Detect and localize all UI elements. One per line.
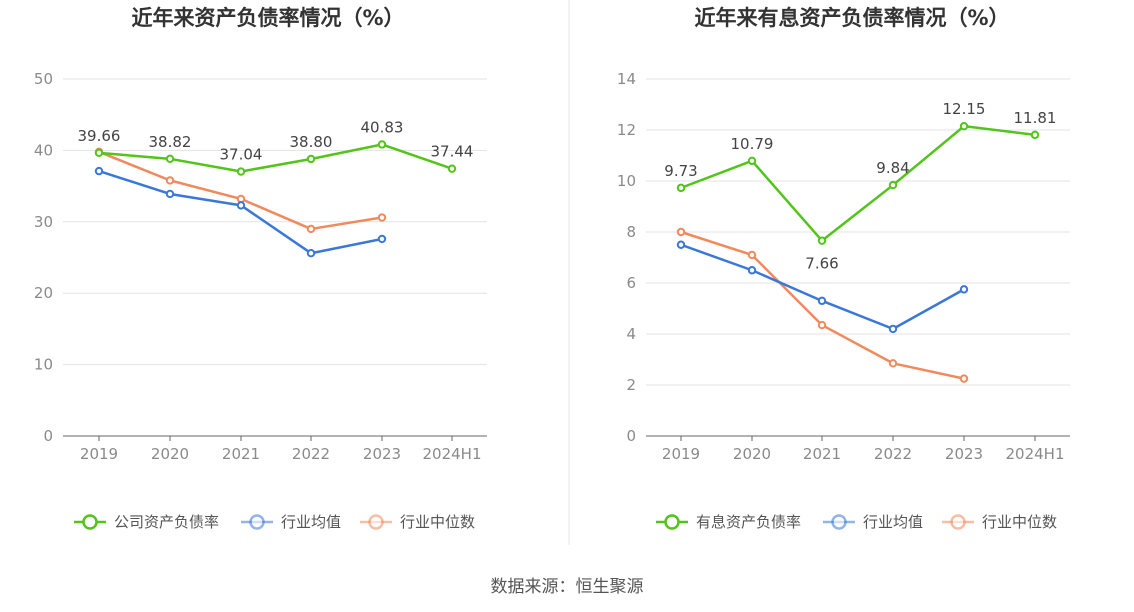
series-line-0 bbox=[680, 124, 1036, 242]
y-tick-label: 14 bbox=[617, 70, 636, 88]
data-point bbox=[236, 201, 246, 210]
x-tick-label: 2021 bbox=[222, 445, 260, 463]
x-tick-label: 2022 bbox=[874, 445, 912, 463]
data-point bbox=[676, 227, 686, 237]
y-tick-label: 50 bbox=[34, 70, 53, 88]
data-label: 12.15 bbox=[943, 100, 986, 118]
x-tick-label: 2021 bbox=[803, 445, 841, 463]
data-point bbox=[447, 164, 457, 173]
legend-label: 行业中位数 bbox=[982, 513, 1057, 531]
data-label: 39.66 bbox=[78, 127, 121, 145]
data-point bbox=[165, 189, 175, 199]
legend-item[interactable]: 行业中位数 bbox=[360, 513, 475, 531]
chart-title: 近年来资产负债率情况（%） bbox=[131, 6, 404, 30]
data-point bbox=[817, 320, 827, 330]
legend-item[interactable]: 公司资产负债率 bbox=[74, 513, 219, 531]
source-label: 数据来源：恒生聚源 bbox=[491, 577, 644, 597]
data-point bbox=[676, 240, 686, 249]
y-tick-label: 20 bbox=[34, 284, 53, 302]
y-tick-label: 8 bbox=[626, 223, 636, 241]
y-tick-label: 4 bbox=[626, 325, 636, 343]
data-point bbox=[817, 236, 827, 245]
data-point bbox=[377, 213, 387, 222]
data-label: 40.83 bbox=[361, 118, 404, 136]
data-point bbox=[377, 140, 387, 149]
y-tick-label: 30 bbox=[34, 213, 53, 231]
legend-marker bbox=[831, 514, 847, 530]
data-label: 9.84 bbox=[876, 159, 909, 177]
data-label: 37.04 bbox=[220, 146, 263, 164]
data-point bbox=[236, 167, 246, 176]
data-point bbox=[377, 234, 387, 244]
y-tick-label: 10 bbox=[617, 172, 636, 190]
data-point bbox=[165, 154, 175, 164]
legend-item[interactable]: 行业均值 bbox=[241, 513, 341, 531]
legend-item[interactable]: 行业均值 bbox=[823, 513, 923, 531]
legend-marker bbox=[249, 514, 265, 530]
data-point bbox=[888, 180, 898, 190]
legend-label: 行业均值 bbox=[863, 513, 923, 531]
chart-left: 近年来资产负债率情况（%） 0 10 20 30 40 50 2019 2020 2021 2022… bbox=[34, 6, 487, 531]
data-point bbox=[306, 224, 316, 234]
data-point bbox=[306, 154, 316, 164]
data-label: 7.66 bbox=[805, 255, 838, 273]
chart-right: 近年来有息资产负债率情况（%） 0 2 4 6 8 10 12 14 2019 2020 2021 20… bbox=[617, 6, 1070, 531]
legend-item[interactable]: 行业中位数 bbox=[942, 513, 1057, 531]
legend-label: 公司资产负债率 bbox=[114, 513, 219, 531]
data-point bbox=[676, 183, 686, 193]
x-tick-label: 2024H1 bbox=[1006, 445, 1065, 463]
legend-label: 行业均值 bbox=[281, 513, 341, 531]
legend-marker bbox=[368, 514, 384, 530]
data-label: 38.80 bbox=[290, 133, 333, 151]
y-tick-label: 12 bbox=[617, 121, 636, 139]
legend-marker bbox=[950, 514, 966, 530]
series-line-0 bbox=[98, 143, 453, 173]
y-tick-label: 0 bbox=[626, 427, 636, 445]
data-point bbox=[888, 324, 898, 334]
y-tick-label: 0 bbox=[43, 427, 53, 445]
legend-marker bbox=[664, 514, 680, 530]
y-tick-label: 40 bbox=[34, 141, 53, 159]
x-tick-label: 2019 bbox=[80, 445, 118, 463]
x-tick-label: 2019 bbox=[662, 445, 700, 463]
legend-item[interactable]: 有息资产负债率 bbox=[656, 513, 801, 531]
data-point bbox=[747, 156, 757, 166]
data-label: 9.73 bbox=[664, 162, 697, 180]
data-label: 11.81 bbox=[1014, 109, 1057, 127]
y-tick-label: 10 bbox=[34, 356, 53, 374]
data-point bbox=[747, 266, 757, 275]
data-point bbox=[94, 166, 104, 176]
legend-label: 有息资产负债率 bbox=[696, 513, 801, 531]
data-point bbox=[306, 249, 316, 258]
data-point bbox=[959, 285, 969, 294]
data-point bbox=[959, 374, 969, 383]
data-point bbox=[747, 250, 757, 260]
legend-marker bbox=[82, 514, 98, 530]
x-tick-label: 2022 bbox=[292, 445, 330, 463]
y-tick-label: 6 bbox=[626, 274, 636, 292]
chart-title: 近年来有息资产负债率情况（%） bbox=[694, 6, 1009, 30]
data-point bbox=[94, 148, 104, 158]
data-label: 37.44 bbox=[431, 143, 474, 161]
x-tick-label: 2020 bbox=[151, 445, 189, 463]
x-tick-label: 2023 bbox=[945, 445, 983, 463]
data-point bbox=[817, 296, 827, 306]
x-tick-label: 2020 bbox=[733, 445, 771, 463]
y-tick-label: 2 bbox=[626, 376, 636, 394]
data-point bbox=[888, 359, 898, 368]
data-label: 10.79 bbox=[731, 135, 774, 153]
x-tick-label: 2023 bbox=[363, 445, 401, 463]
data-label: 38.82 bbox=[149, 133, 192, 151]
series-line-1 bbox=[98, 169, 383, 255]
x-tick-label: 2024H1 bbox=[423, 445, 482, 463]
data-point bbox=[959, 121, 969, 131]
data-point bbox=[165, 176, 175, 185]
data-point bbox=[1030, 130, 1040, 140]
legend-label: 行业中位数 bbox=[400, 513, 475, 531]
